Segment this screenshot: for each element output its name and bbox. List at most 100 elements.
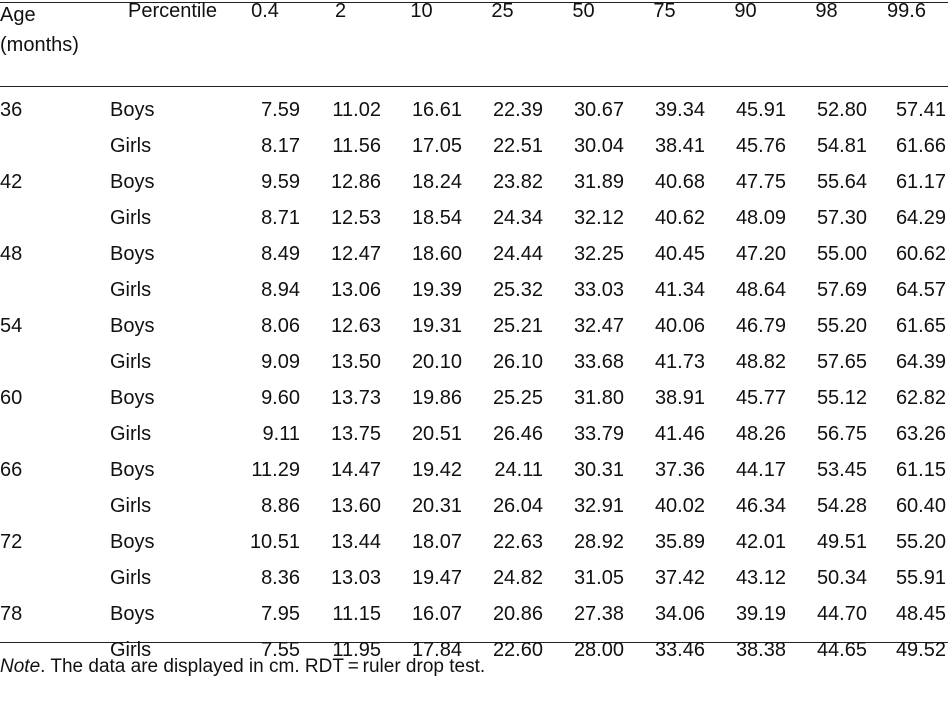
header-col: 99.6 [887,0,926,22]
value-cell: 52.80 [816,99,867,121]
value-cell: 8.94 [261,279,300,301]
value-cell: 64.39 [895,351,946,373]
value-cell: 40.02 [654,495,705,517]
header-col: 10 [410,0,433,22]
value-cell: 9.11 [262,423,300,445]
value-cell: 7.95 [261,603,300,625]
value-cell: 33.68 [573,351,624,373]
age-cell [0,200,110,236]
value-cell: 12.47 [330,243,381,265]
table-row: Girls 9.11 13.75 20.51 26.46 33.79 41.46 48.26 5… [0,416,946,452]
value-cell: 49.51 [816,531,867,553]
age-cell: 66 [0,459,23,481]
value-cell: 32.25 [573,243,624,265]
value-cell: 11.29 [251,459,300,481]
value-cell: 31.89 [573,171,624,193]
value-cell: 44.70 [816,603,867,625]
value-cell: 20.31 [411,495,462,517]
value-cell: 24.82 [492,567,543,589]
value-cell: 38.41 [654,135,705,157]
value-cell: 8.71 [261,207,300,229]
value-cell: 12.63 [330,315,381,337]
value-cell: 19.47 [411,567,462,589]
value-cell: 28.00 [573,639,624,661]
value-cell: 64.57 [895,279,946,301]
value-cell: 25.25 [492,387,543,409]
sex-cell: Girls [110,423,152,445]
table-row: 60 Boys 9.60 13.73 19.86 25.25 31.80 38.91 45.77… [0,380,946,416]
value-cell: 39.19 [735,603,786,625]
value-cell: 16.61 [411,99,462,121]
value-cell: 13.60 [330,495,381,517]
value-cell: 12.53 [330,207,381,229]
value-cell: 11.15 [332,603,381,625]
value-cell: 22.63 [492,531,543,553]
value-cell: 60.62 [895,243,946,265]
value-cell: 63.26 [895,423,946,445]
value-cell: 7.59 [261,99,300,121]
value-cell: 11.95 [332,639,381,661]
value-cell: 9.09 [261,351,300,373]
header-col: 50 [572,0,595,22]
sex-cell: Girls [110,495,152,517]
value-cell: 49.52 [895,639,946,661]
age-cell: 72 [0,531,23,553]
value-cell: 55.00 [816,243,867,265]
value-cell: 24.44 [492,243,543,265]
value-cell: 57.30 [816,207,867,229]
value-cell: 48.64 [735,279,786,301]
table-row: 54 Boys 8.06 12.63 19.31 25.21 32.47 40.06 46.79… [0,308,946,344]
table-row: 72 Boys 10.51 13.44 18.07 22.63 28.92 35.89 42.0… [0,524,946,560]
value-cell: 55.20 [816,315,867,337]
value-cell: 32.12 [573,207,624,229]
age-cell: 42 [0,171,23,193]
value-cell: 24.11 [494,459,543,481]
value-cell: 31.05 [573,567,624,589]
value-cell: 48.82 [735,351,786,373]
value-cell: 55.20 [895,531,946,553]
table-row: Girls 8.86 13.60 20.31 26.04 32.91 40.02 46.34 5… [0,488,946,524]
value-cell: 56.75 [816,423,867,445]
sex-cell: Boys [110,99,155,121]
sex-cell: Boys [110,315,155,337]
value-cell: 25.21 [492,315,543,337]
value-cell: 31.80 [573,387,624,409]
header-col: 98 [815,0,838,22]
value-cell: 12.86 [330,171,381,193]
value-cell: 20.51 [411,423,462,445]
value-cell: 61.17 [895,171,946,193]
table-row: Girls 8.17 11.56 17.05 22.51 30.04 38.41 45.76 5… [0,128,946,164]
age-cell [0,272,110,308]
value-cell: 8.36 [261,567,300,589]
value-cell: 55.91 [895,567,946,589]
value-cell: 26.04 [492,495,543,517]
bottom-rule [0,642,948,643]
value-cell: 61.15 [895,459,946,481]
value-cell: 47.20 [735,243,786,265]
value-cell: 9.60 [261,387,300,409]
value-cell: 8.86 [261,495,300,517]
value-cell: 25.32 [492,279,543,301]
header-col: 25 [491,0,514,22]
age-cell: 78 [0,603,23,625]
value-cell: 61.65 [895,315,946,337]
sex-cell: Boys [110,531,155,553]
value-cell: 11.02 [332,99,381,121]
value-cell: 34.06 [654,603,705,625]
value-cell: 61.66 [895,135,946,157]
value-cell: 13.03 [330,567,381,589]
value-cell: 33.46 [654,639,705,661]
value-cell: 24.34 [492,207,543,229]
value-cell: 60.40 [895,495,946,517]
value-cell: 57.65 [816,351,867,373]
value-cell: 41.46 [654,423,705,445]
value-cell: 11.56 [332,135,381,157]
value-cell: 55.64 [816,171,867,193]
table-row: 48 Boys 8.49 12.47 18.60 24.44 32.25 40.45 47.20… [0,236,946,272]
value-cell: 27.38 [573,603,624,625]
value-cell: 40.45 [654,243,705,265]
value-cell: 13.06 [330,279,381,301]
age-cell [0,488,110,524]
age-cell: 36 [0,99,23,121]
header-row: Age (months) Percentile 0.4 2 10 25 50 75… [0,0,946,84]
